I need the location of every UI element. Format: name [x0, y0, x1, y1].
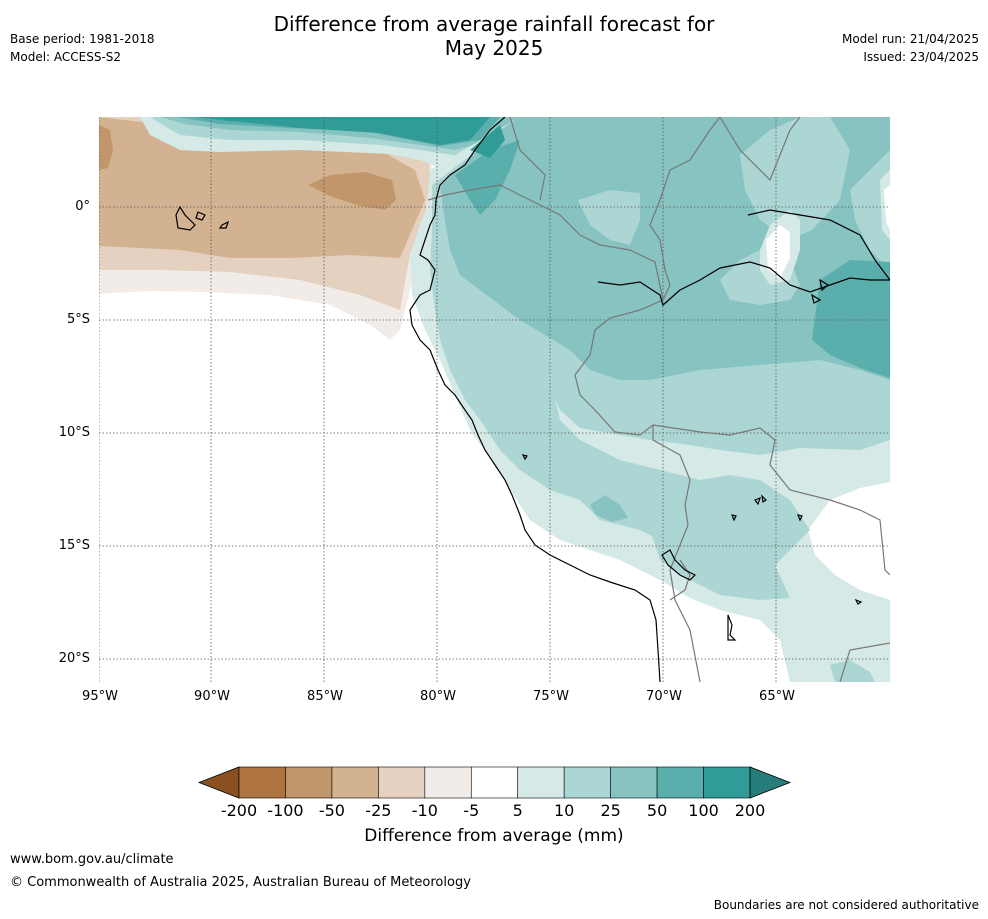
colorbar-tick-label: -100 — [267, 801, 304, 820]
lon-label-75w: 75°W — [533, 689, 569, 704]
colorbar-title: Difference from average (mm) — [364, 826, 624, 846]
footer-url[interactable]: www.bom.gov.au/climate — [10, 852, 174, 867]
wet-patch-10-25-b — [740, 117, 850, 240]
ocean-south — [99, 291, 660, 682]
colorbar-tick-label: -5 — [463, 801, 480, 820]
dry-region-25-50 — [99, 117, 425, 258]
base-period: Base period: 1981-2018 — [10, 32, 155, 46]
colorbar-cell — [424, 766, 472, 799]
model-run: Model run: 21/04/2025 — [841, 32, 979, 46]
colorbar-cell — [610, 766, 658, 799]
colorbar-extend-low — [197, 766, 240, 799]
model-name: Model: ACCESS-S2 — [10, 50, 122, 64]
colorbar-cell — [285, 766, 333, 799]
colorbar-cells — [238, 766, 751, 799]
colorbar-cell — [656, 766, 704, 799]
colorbar-tick-label: 50 — [646, 801, 668, 820]
dry-region-50-100-east — [308, 172, 396, 210]
footer-disclaimer: Boundaries are not considered authoritat… — [713, 898, 979, 912]
footer-copyright: © Commonwealth of Australia 2025, Austra… — [10, 875, 471, 890]
wet-south-10-25 — [650, 530, 790, 600]
colorbar-tick-label: -200 — [220, 801, 258, 820]
wet-patch-white-a — [766, 225, 790, 278]
title-line-2: May 2025 — [444, 36, 544, 60]
lon-label-70w: 70°W — [646, 689, 682, 704]
colorbar-cell — [703, 766, 751, 799]
lon-label-65w: 65°W — [759, 689, 795, 704]
lon-label-95w: 95°W — [82, 689, 118, 704]
colorbar-cell — [517, 766, 565, 799]
meta-left: Base period: 1981-2018 Model: ACCESS-S2 — [10, 30, 155, 66]
dry-region-50-100-west — [99, 125, 113, 170]
meta-right: Model run: 21/04/2025 Issued: 23/04/2025 — [842, 30, 979, 66]
lat-label-15s: 15°S — [58, 538, 90, 553]
lon-label-80w: 80°W — [420, 689, 456, 704]
lat-label-20s: 20°S — [58, 651, 90, 666]
colorbar-cell — [470, 766, 519, 799]
wet-patch-10-25-a — [578, 190, 640, 245]
title-line-1: Difference from average rainfall forecas… — [273, 12, 715, 36]
colorbar-cell — [238, 766, 286, 799]
map-title: Difference from average rainfall forecas… — [0, 12, 988, 60]
lon-label-85w: 85°W — [307, 689, 343, 704]
wet-patch-white-b — [884, 185, 890, 230]
colorbar-tick-label: 5 — [512, 801, 523, 820]
gridlines — [99, 117, 890, 682]
colorbar-tick-label: 10 — [553, 801, 575, 820]
lat-label-5s: 5°S — [66, 312, 90, 327]
colorbar-cell — [331, 766, 379, 799]
wet-blob-25-south — [590, 495, 628, 522]
colorbar-tick-label: 200 — [734, 801, 766, 820]
coastlines — [175, 117, 890, 682]
wet-region-50-100 — [455, 140, 520, 215]
colorbar — [197, 766, 792, 799]
map-area — [99, 117, 890, 682]
lat-label-10s: 10°S — [58, 425, 90, 440]
wet-band-north-5 — [195, 117, 490, 145]
issued-date: Issued: 23/04/2025 — [863, 50, 979, 64]
colorbar-tick-label: -25 — [365, 801, 392, 820]
colorbar-tick-label: -50 — [318, 801, 345, 820]
country-borders — [427, 117, 890, 682]
wet-region-100 — [470, 125, 505, 158]
wet-region-50-100-east — [812, 260, 890, 378]
colorbar-tick-label: 100 — [688, 801, 719, 820]
colorbar-cell — [563, 766, 611, 799]
lat-label-0: 0° — [75, 199, 90, 214]
colorbar-extend-high — [749, 766, 792, 799]
colorbar-tick-label: -10 — [411, 801, 438, 820]
colorbar-tick-label: 25 — [600, 801, 621, 820]
lon-label-90w: 90°W — [194, 689, 230, 704]
interior-gap-5-east — [808, 482, 890, 600]
colorbar-cell — [378, 766, 426, 799]
